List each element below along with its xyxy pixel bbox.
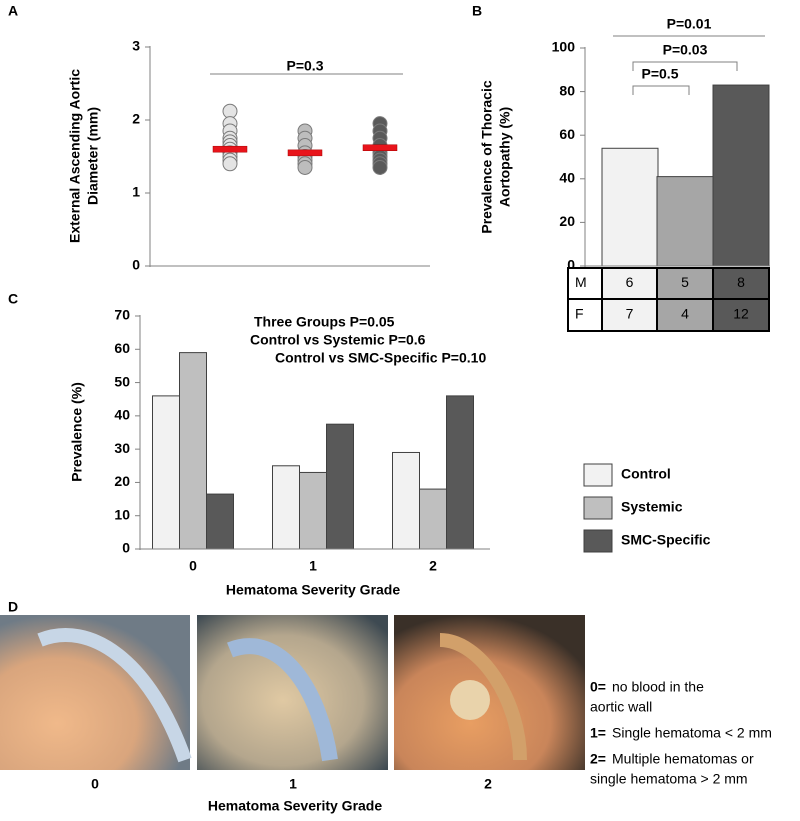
grade-description: aortic wall xyxy=(590,699,652,715)
annotation-bracket xyxy=(632,61,738,71)
table-cell xyxy=(712,298,770,332)
legend-swatch xyxy=(583,496,613,520)
dot xyxy=(222,103,238,119)
y-tick-label: 60 xyxy=(114,340,130,356)
annotation-bracket xyxy=(632,85,690,95)
panel-label: D xyxy=(8,599,18,615)
y-tick-label: 20 xyxy=(559,213,575,229)
y-axis-label: Diameter (mm) xyxy=(85,107,101,205)
y-axis-label: Aortopathy (%) xyxy=(497,107,513,207)
photo-detail xyxy=(37,628,192,763)
y-tick-label: 60 xyxy=(559,126,575,142)
y-tick-label: 0 xyxy=(132,257,140,273)
mean-bar xyxy=(212,145,248,153)
mean-bar xyxy=(287,149,323,157)
y-tick-label: 20 xyxy=(114,473,130,489)
table-value: 7 xyxy=(626,306,634,322)
annotation: P=0.03 xyxy=(663,42,708,58)
x-tick-label: 1 xyxy=(309,558,317,574)
photo-label: 2 xyxy=(484,776,492,792)
y-tick-label: 0 xyxy=(122,540,130,556)
x-tick-label: 2 xyxy=(429,558,437,574)
y-tick-label: 30 xyxy=(114,440,130,456)
bar xyxy=(272,465,300,550)
table-cell xyxy=(567,298,603,332)
bar xyxy=(206,493,234,550)
bar xyxy=(299,471,327,550)
table-value: 5 xyxy=(681,274,689,290)
y-tick-label: 40 xyxy=(559,170,575,186)
legend-label: SMC-Specific xyxy=(621,532,711,548)
bar xyxy=(712,84,770,267)
photo-label: 1 xyxy=(289,776,297,792)
panel-label: B xyxy=(472,3,482,19)
y-tick-label: 3 xyxy=(132,38,140,54)
dot xyxy=(372,159,388,175)
grade-key: 2= xyxy=(590,751,606,767)
photo-axis-label: Hematoma Severity Grade xyxy=(208,798,383,814)
bar xyxy=(152,395,180,550)
table-cell xyxy=(656,298,714,332)
photo-label: 0 xyxy=(91,776,99,792)
y-tick-label: 80 xyxy=(559,82,575,98)
annotation: P=0.01 xyxy=(667,16,712,32)
table-value: 8 xyxy=(737,274,745,290)
y-tick-label: 0 xyxy=(567,257,575,273)
mean-bar xyxy=(362,144,398,151)
y-axis-label: Prevalence (%) xyxy=(69,382,85,482)
bar xyxy=(179,352,207,550)
legend-label: Control xyxy=(621,466,671,482)
photo-detail xyxy=(227,638,338,762)
annotation: P=0.5 xyxy=(642,66,679,82)
table-value: 4 xyxy=(681,306,689,322)
grade-description: Single hematoma < 2 mm xyxy=(612,725,772,741)
photo xyxy=(197,615,388,770)
bar xyxy=(656,176,714,267)
photo xyxy=(394,615,585,770)
legend-label: Systemic xyxy=(621,499,683,515)
panel-label: A xyxy=(8,3,18,19)
legend-swatch xyxy=(583,529,613,553)
grade-description: no blood in the xyxy=(612,679,704,695)
photo-detail xyxy=(439,633,527,761)
photo-detail xyxy=(450,680,490,720)
grade-key: 0= xyxy=(590,679,606,695)
panel-label: C xyxy=(8,291,18,307)
grade-key: 1= xyxy=(590,725,606,741)
table-row-label: F xyxy=(575,306,584,322)
grade-description: Multiple hematomas or xyxy=(612,751,754,767)
y-tick-label: 40 xyxy=(114,407,130,423)
x-tick-label: 0 xyxy=(189,558,197,574)
bar xyxy=(326,423,354,550)
table-row-label: M xyxy=(575,274,587,290)
y-tick-label: 70 xyxy=(114,307,130,323)
table-cell xyxy=(601,298,658,332)
y-axis-label: Prevalence of Thoracic xyxy=(479,80,495,234)
bar xyxy=(392,451,420,550)
bar xyxy=(446,395,474,550)
y-axis-label: External Ascending Aortic xyxy=(67,69,83,243)
bar xyxy=(601,147,659,267)
dot xyxy=(222,156,238,172)
table-value: 12 xyxy=(733,306,749,322)
table-value: 6 xyxy=(626,274,634,290)
y-tick-label: 1 xyxy=(132,184,140,200)
dot xyxy=(297,159,313,175)
annotation: P=0.3 xyxy=(287,58,324,74)
y-tick-label: 100 xyxy=(552,39,576,55)
y-tick-label: 10 xyxy=(114,506,130,522)
x-axis-label: Hematoma Severity Grade xyxy=(226,582,401,598)
annotation: Control vs SMC-Specific P=0.10 xyxy=(275,350,486,366)
annotation: Control vs Systemic P=0.6 xyxy=(250,332,426,348)
annotation: Three Groups P=0.05 xyxy=(254,314,395,330)
table-cell xyxy=(567,267,603,300)
grade-description: single hematoma > 2 mm xyxy=(590,771,748,787)
bar xyxy=(419,488,447,550)
y-tick-label: 2 xyxy=(132,111,140,127)
y-tick-label: 50 xyxy=(114,373,130,389)
legend-swatch xyxy=(583,463,613,487)
